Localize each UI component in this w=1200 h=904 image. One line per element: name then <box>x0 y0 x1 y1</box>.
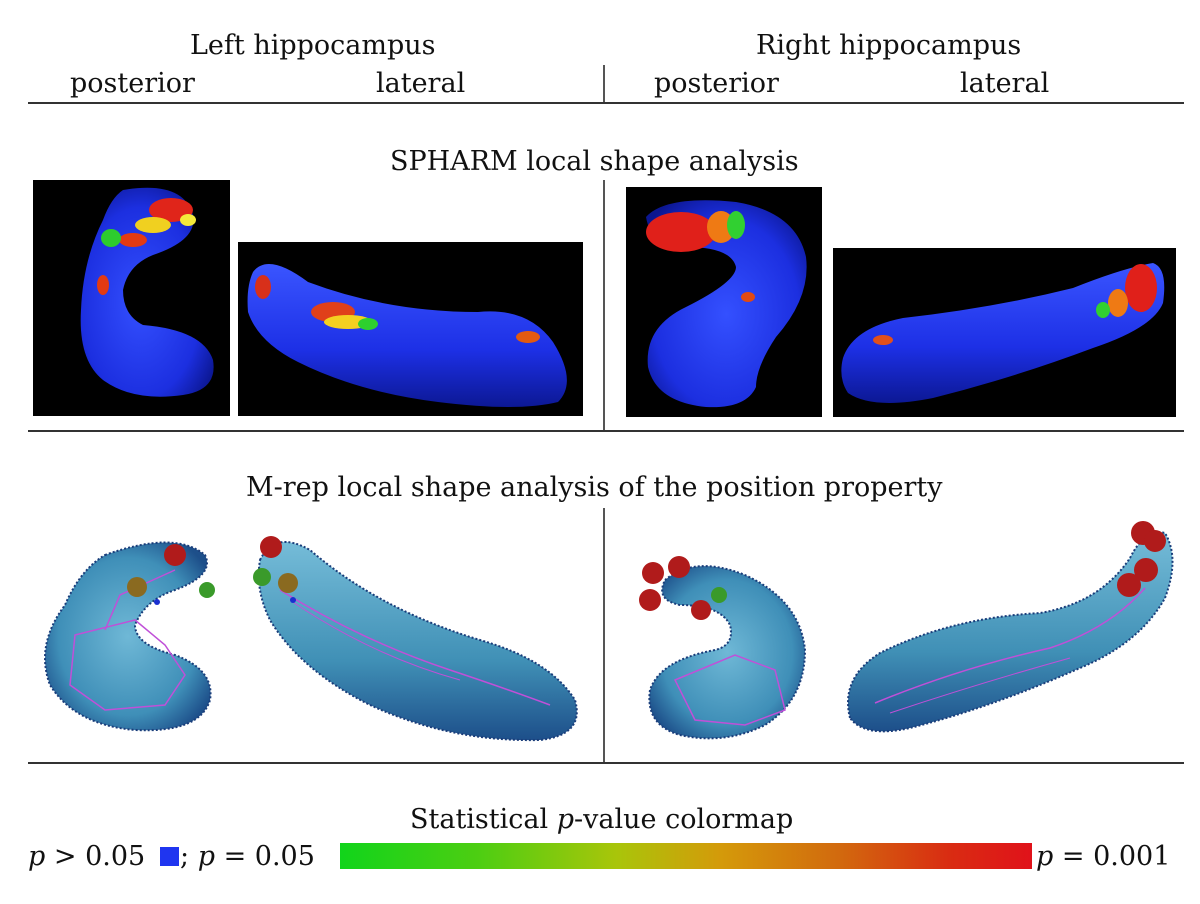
colormap-mid-label: ; p = 0.05 <box>180 843 315 870</box>
colormap-right-cond: = 0.001 <box>1053 841 1171 872</box>
colormap-left-label: p > 0.05 <box>28 843 145 870</box>
colormap-right-var: p <box>1036 841 1054 872</box>
left-lateral-label: lateral <box>376 68 466 99</box>
right-hippocampus-title: Right hippocampus <box>756 30 1022 61</box>
colormap-blue-swatch <box>160 847 179 866</box>
mrep-right-lateral-render <box>840 518 1180 743</box>
colormap-mid-cond: = 0.05 <box>214 841 315 872</box>
colormap-right-label: p = 0.001 <box>1036 843 1170 870</box>
spharm-right-lateral-render <box>833 248 1176 417</box>
header-divider <box>603 65 605 102</box>
mrep-section-title: M-rep local shape analysis of the positi… <box>246 472 943 503</box>
header-rule <box>28 102 1184 104</box>
mrep-right-posterior-render <box>635 550 815 745</box>
colormap-gradient-bar <box>340 843 1032 869</box>
spharm-bottom-rule <box>28 430 1184 432</box>
colormap-title: Statistical p-value colormap <box>410 806 793 833</box>
colormap-title-suffix: -value colormap <box>574 804 794 835</box>
colormap-mid-sep: ; <box>180 841 198 872</box>
left-posterior-label: posterior <box>70 68 195 99</box>
spharm-right-posterior-render <box>626 187 822 417</box>
spharm-left-lateral-render <box>238 242 583 416</box>
colormap-title-prefix: Statistical <box>410 804 557 835</box>
right-lateral-label: lateral <box>960 68 1050 99</box>
colormap-mid-var: p <box>197 841 215 872</box>
mrep-divider <box>603 508 605 763</box>
left-hippocampus-title: Left hippocampus <box>190 30 436 61</box>
spharm-left-posterior-render <box>33 180 230 416</box>
right-posterior-label: posterior <box>654 68 779 99</box>
spharm-divider <box>603 180 605 430</box>
mrep-left-posterior-render <box>35 535 225 740</box>
colormap-left-var: p <box>28 841 46 872</box>
mrep-bottom-rule <box>28 762 1184 764</box>
colormap-title-var: p <box>556 804 575 835</box>
spharm-section-title: SPHARM local shape analysis <box>390 146 799 177</box>
mrep-left-lateral-render <box>250 530 590 745</box>
colormap-left-cond: > 0.05 <box>45 841 146 872</box>
